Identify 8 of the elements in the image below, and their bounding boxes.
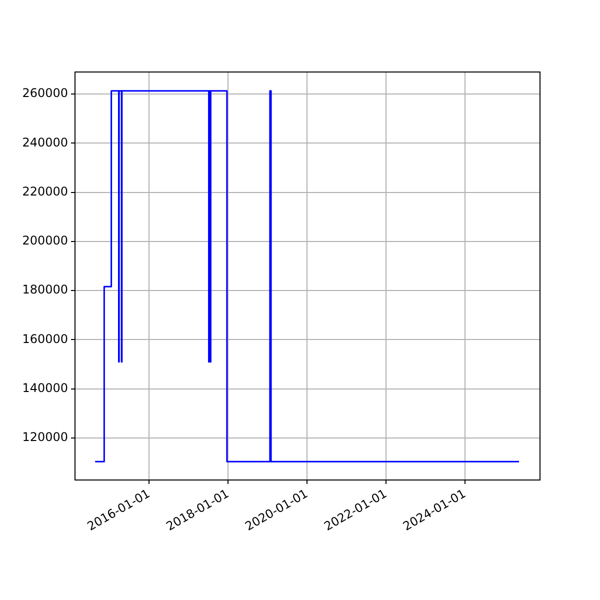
y-tick-label: 200000 [22,234,68,248]
y-tick-label: 140000 [22,380,68,395]
y-tick-label: 160000 [22,332,68,346]
y-tick-label: 260000 [22,86,68,100]
y-tick-label: 120000 [22,430,68,444]
y-tick-label: 180000 [22,282,68,297]
y-tick-label: 240000 [22,135,68,150]
y-tick-label: 220000 [22,184,68,198]
